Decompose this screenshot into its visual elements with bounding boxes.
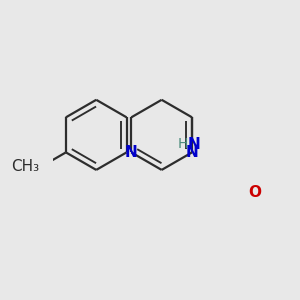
Text: CH₃: CH₃ — [11, 159, 40, 174]
Text: O: O — [248, 185, 261, 200]
Text: N: N — [125, 145, 138, 160]
Text: N: N — [187, 137, 200, 152]
Text: N: N — [186, 145, 198, 160]
Text: H: H — [178, 137, 188, 152]
